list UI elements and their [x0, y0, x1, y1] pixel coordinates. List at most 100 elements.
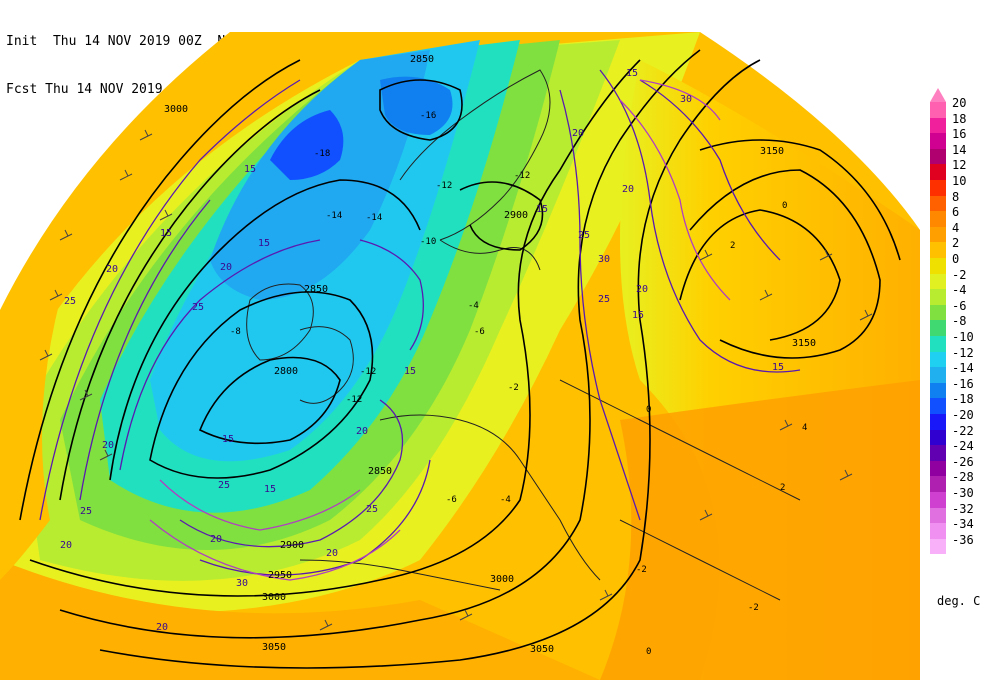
colorbar-swatch [930, 414, 946, 430]
colorbar-label: -12 [952, 345, 974, 360]
colorbar-label: 12 [952, 158, 967, 173]
colorbar-swatch [930, 367, 946, 383]
wind-barbs [39, 129, 873, 631]
colorbar-label: 20 [952, 96, 967, 110]
wind-label: 15 [536, 204, 548, 215]
colorbar-swatch [930, 538, 946, 555]
wind-label: 15 [626, 68, 638, 79]
colorbar-label: 18 [952, 111, 967, 126]
height-label: 3150 [760, 146, 784, 157]
wind-label: 20 [572, 128, 584, 139]
colorbar-label: -34 [952, 517, 974, 532]
weather-map: 3000 2850 3150 2800 2850 2900 2850 2900 … [0, 32, 920, 680]
colorbar-swatch [930, 102, 946, 118]
colorbar-label: -14 [952, 361, 974, 376]
wind-label: 25 [192, 302, 204, 313]
colorbar-swatch [930, 507, 946, 524]
colorbar-swatch [930, 523, 946, 539]
colorbar-label: -6 [952, 298, 967, 313]
colorbar-swatch [930, 445, 946, 461]
wind-label: 25 [218, 480, 230, 491]
wind-contours [39, 69, 801, 576]
height-contours [19, 49, 901, 669]
colorbar-label: 10 [952, 174, 967, 188]
wind-label: 20 [622, 184, 634, 195]
temperature-label: -4 [500, 495, 511, 505]
colorbar-label: 2 [952, 236, 960, 251]
temperature-label: -12 [514, 171, 530, 181]
colorbar-label: -22 [952, 423, 974, 438]
colorbar-label: -26 [952, 454, 974, 469]
colorbar-arrow-tip [930, 88, 946, 102]
colorbar-swatch [930, 180, 946, 196]
colorbar-swatch [930, 351, 946, 368]
height-label: 2900 [504, 210, 528, 221]
colorbar-swatch [930, 117, 946, 134]
colorbar-label: 0 [952, 252, 960, 266]
temperature-label: -16 [420, 111, 436, 121]
temperature-label: -4 [468, 301, 479, 311]
colorbar-swatch [930, 273, 946, 290]
height-label: 2900 [280, 540, 304, 551]
temperature-label: 0 [646, 405, 651, 415]
colorbar-swatch [930, 133, 946, 149]
wind-label: 25 [64, 296, 76, 307]
temperature-label: 2 [780, 483, 785, 493]
height-label: 3050 [530, 644, 554, 655]
wind-label: 15 [222, 434, 234, 445]
wind-label: 20 [102, 440, 114, 451]
colorbar-swatch [930, 320, 946, 336]
height-label: 3000 [490, 574, 514, 585]
temperature-label: -18 [314, 149, 330, 159]
colorbar-units: deg. C [937, 594, 981, 608]
temperature-label: 0 [646, 647, 651, 657]
height-label: 2950 [268, 570, 292, 581]
colorbar-label: -28 [952, 470, 974, 485]
wind-label: 20 [636, 284, 648, 295]
wind-label: 25 [366, 504, 378, 515]
wind-contours-strong [149, 79, 731, 581]
colorbar-label: 14 [952, 142, 967, 157]
wind-label: 15 [258, 238, 270, 249]
colorbar-label: 6 [952, 205, 960, 220]
colorbar-swatch [930, 398, 946, 414]
wind-label: 15 [264, 484, 276, 495]
temperature-label: 4 [802, 423, 807, 433]
colorbar-label: -18 [952, 392, 974, 407]
wind-label: 30 [680, 94, 692, 105]
height-label: 2800 [274, 366, 298, 377]
colorbar-swatch [930, 476, 946, 492]
temperature-label: -8 [230, 327, 241, 337]
temperature-label: -2 [636, 565, 647, 575]
temperature-label: 0 [782, 201, 787, 211]
colorbar-label: -2 [952, 267, 967, 282]
colorbar-label: -20 [952, 408, 974, 422]
colorbar-swatch [930, 226, 946, 243]
wind-label: 15 [632, 310, 644, 321]
colorbar-label: -24 [952, 439, 974, 454]
colorbar-label: 8 [952, 189, 960, 204]
colorbar-swatch [930, 289, 946, 305]
colorbar-swatch [930, 164, 946, 180]
temperature-label: -6 [474, 327, 485, 337]
height-label: 3150 [792, 338, 816, 349]
wind-label: 20 [356, 426, 368, 437]
colorbar-label: 16 [952, 127, 967, 142]
wind-label: 25 [578, 230, 590, 241]
colorbar-label: -10 [952, 330, 974, 344]
colorbar-label: -30 [952, 486, 974, 500]
colorbar-swatch [930, 211, 946, 227]
wind-label: 20 [220, 262, 232, 273]
colorbar-swatch [930, 304, 946, 321]
wind-label: 15 [160, 228, 172, 239]
height-label: 3000 [164, 104, 188, 115]
temperature-label: 2 [730, 241, 735, 251]
temperature-label: -12 [436, 181, 452, 191]
colorbar-swatch [930, 242, 946, 258]
temperature-label: -2 [748, 603, 759, 613]
colorbar-label: -4 [952, 283, 967, 298]
wind-label: 30 [236, 578, 248, 589]
wind-labels: 15 15 20 25 15 20 25 15 20 25 20 25 30 2… [60, 68, 784, 633]
colorbar-swatch [930, 382, 946, 399]
wind-label: 30 [598, 254, 610, 265]
